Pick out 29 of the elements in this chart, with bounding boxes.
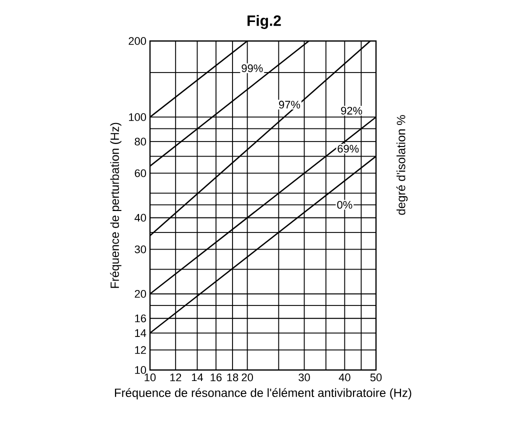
x-tick-label: 14 xyxy=(192,374,204,382)
y-tick-label: 100 xyxy=(129,113,146,121)
annotation: 92% xyxy=(341,106,362,115)
y2-axis-title: degré d'isolation % xyxy=(396,115,408,215)
y-tick-label: 14 xyxy=(135,329,146,337)
y-tick-label: 20 xyxy=(134,290,146,298)
y-tick-label: 16 xyxy=(135,314,146,322)
x-tick-label: 16 xyxy=(210,374,222,382)
x-tick-label: 10 xyxy=(144,374,156,382)
annotation: 99% xyxy=(242,64,263,72)
x-tick-label: 18 xyxy=(227,374,238,382)
x-tick-label: 50 xyxy=(370,374,382,382)
x-axis-title: Fréquence de résonance de l'élément antivibratoire (Hz) xyxy=(114,388,412,400)
y-tick-label: 200 xyxy=(128,37,146,45)
y-tick-label: 60 xyxy=(134,169,146,178)
annotation: 0% xyxy=(337,200,352,209)
x-tick-label: 12 xyxy=(170,374,182,382)
x-tick-label: 40 xyxy=(338,374,350,382)
y-tick-label: 12 xyxy=(135,346,146,354)
y-axis-title: Fréquence de perturbation (Hz) xyxy=(110,122,122,288)
x-tick-label: 30 xyxy=(298,374,310,382)
x-tick-label: 20 xyxy=(242,374,253,382)
y-tick-label: 40 xyxy=(134,214,146,222)
annotation: 69% xyxy=(338,144,359,153)
y-tick-label: 80 xyxy=(134,138,146,146)
y-tick-label: 30 xyxy=(134,245,146,254)
annotation: 97% xyxy=(279,100,300,109)
chart-title: Fig.2 xyxy=(248,15,281,29)
y-tick-label: 10 xyxy=(135,366,146,374)
